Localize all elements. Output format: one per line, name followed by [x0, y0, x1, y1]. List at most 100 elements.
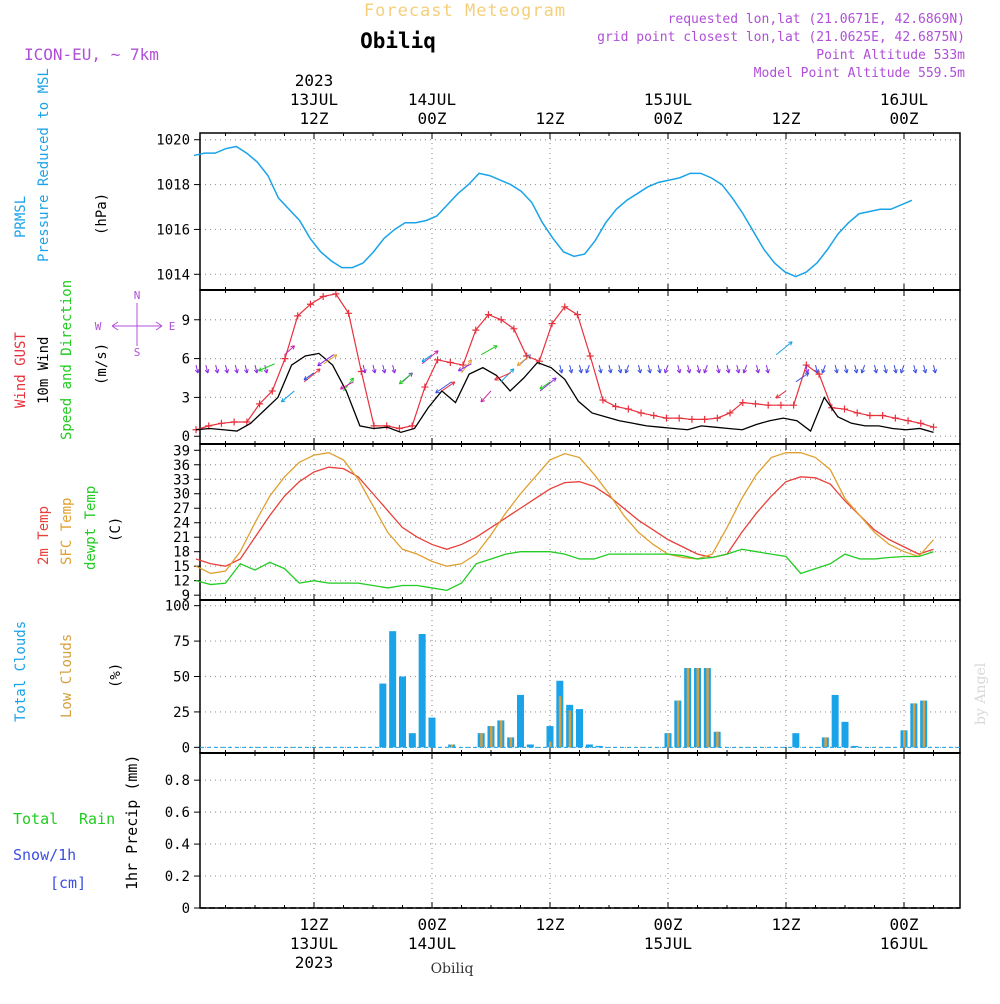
y-tick-label: 36 — [173, 458, 190, 474]
wind-arrow-head — [457, 367, 463, 372]
wind-arrow-head — [480, 397, 485, 403]
y-tick-label: 75 — [173, 634, 190, 650]
wind-arrow-head — [434, 350, 439, 355]
bottom-time-label: 13JUL — [290, 934, 338, 953]
wind-speed-dir-label: Speed and Direction — [59, 280, 75, 440]
gust-marker — [853, 409, 861, 417]
gust-marker — [281, 355, 289, 363]
wind-arrow-head — [391, 369, 397, 374]
wind-direction-arrow — [579, 364, 582, 374]
gust-marker — [866, 412, 874, 420]
wind-arrow-head — [663, 369, 669, 374]
wind-arrow-head — [843, 369, 849, 374]
wind-arrow-head — [339, 385, 345, 390]
y-tick-label: 0.6 — [165, 805, 190, 821]
low-clouds-bar — [824, 737, 827, 748]
wind-direction-arrow — [775, 341, 793, 356]
wind-direction-arrow — [805, 364, 809, 374]
temp-unit: (C) — [108, 517, 124, 542]
wind-direction-arrow — [677, 364, 681, 374]
bottom-time-label: 16JUL — [880, 934, 928, 953]
pressure-line — [193, 145, 913, 278]
wind-direction-arrow — [657, 364, 661, 374]
wind-direction-arrow — [598, 364, 602, 374]
wind-arrow-head — [860, 369, 866, 374]
wind-arrow-head — [788, 341, 793, 346]
wind-arrow-head — [703, 369, 708, 374]
wind-direction-arrow — [933, 364, 936, 374]
total-clouds-bar — [831, 694, 839, 748]
top-time-label: 15JUL — [644, 90, 692, 109]
gust-marker — [904, 417, 912, 425]
wind-direction-arrow — [205, 364, 209, 374]
wind-arrow-head — [258, 367, 263, 372]
low-clouds-bar — [922, 700, 926, 748]
wind-arrow-head — [194, 369, 200, 374]
precip-snow-unit: [cm] — [50, 874, 86, 892]
gust-marker — [217, 419, 225, 427]
y-tick-label: 15 — [173, 559, 190, 575]
top-time-label: 16JUL — [880, 90, 928, 109]
footer-location: Obiliq — [431, 961, 474, 977]
wind-direction-arrow — [215, 364, 219, 374]
compass-arrows — [111, 303, 163, 346]
wind-arrow-head — [637, 369, 642, 374]
wind-direction-arrow — [883, 364, 887, 374]
gust-marker — [675, 414, 683, 422]
y-tick-label: 1020 — [156, 133, 190, 149]
wind-direction-arrow — [494, 372, 511, 381]
y-tick-label: 39 — [173, 443, 190, 459]
wind-arrow-head — [493, 345, 498, 350]
y-tick-label: 9 — [182, 588, 190, 604]
wind-direction-arrow — [244, 364, 248, 374]
wind-direction-arrow — [844, 364, 848, 374]
wind-arrow-head — [821, 369, 826, 374]
wind-direction-arrow — [458, 363, 472, 372]
wind-arrow-head — [932, 369, 937, 374]
gust-marker — [408, 422, 416, 430]
wind-arrow-head — [578, 369, 583, 374]
wind-arrow-head — [585, 369, 590, 374]
bottom-time-label: 12Z — [300, 915, 329, 934]
wind-unit: (m/s) — [94, 343, 110, 385]
wind-direction-arrow — [726, 364, 730, 374]
model-label: ICON-EU, ~ 7km — [24, 45, 159, 64]
wind-direction-arrow — [258, 363, 275, 372]
y-tick-label: 0 — [182, 429, 190, 445]
wind-arrow-head — [899, 369, 905, 374]
y-tick-label: 0.4 — [165, 837, 190, 853]
top-time-label: 00Z — [418, 109, 447, 128]
wind-direction-arrow — [372, 364, 376, 374]
top-time-label: 13JUL — [290, 90, 338, 109]
wind-direction-arrow — [225, 364, 228, 374]
wind-direction-arrow — [480, 390, 492, 403]
wind-direction-arrow — [687, 364, 691, 374]
y-tick-label: 30 — [173, 487, 190, 503]
prmsl-label: PRMSL — [13, 196, 29, 238]
gust-marker — [306, 300, 314, 308]
wind-direction-arrow — [638, 364, 641, 374]
dewpoint-label: dewpt Temp — [83, 486, 99, 570]
bottom-time-label: 00Z — [890, 915, 919, 934]
gust-marker — [332, 290, 340, 298]
wind-direction-arrow — [382, 364, 386, 374]
top-time-label: 12Z — [536, 109, 565, 128]
wind-arrow-head — [804, 369, 810, 374]
total-clouds-bar — [389, 631, 397, 748]
wind-direction-arrow — [517, 354, 531, 367]
wind-direction-arrow — [234, 364, 238, 374]
top-time-label: 2023 — [295, 71, 334, 90]
wind-arrow-head — [873, 369, 878, 374]
wind-direction-arrow — [362, 364, 366, 374]
low-clouds-bar — [676, 700, 680, 748]
pressure-unit: (hPa) — [94, 193, 110, 235]
gust-marker — [713, 414, 721, 422]
wind-direction-arrow — [539, 381, 551, 390]
gust-marker — [840, 405, 848, 413]
temp-2m-line — [195, 466, 934, 567]
wind-direction-arrow — [480, 345, 498, 356]
low-clouds-bar — [706, 668, 709, 748]
wind-direction-arrow — [736, 364, 740, 374]
